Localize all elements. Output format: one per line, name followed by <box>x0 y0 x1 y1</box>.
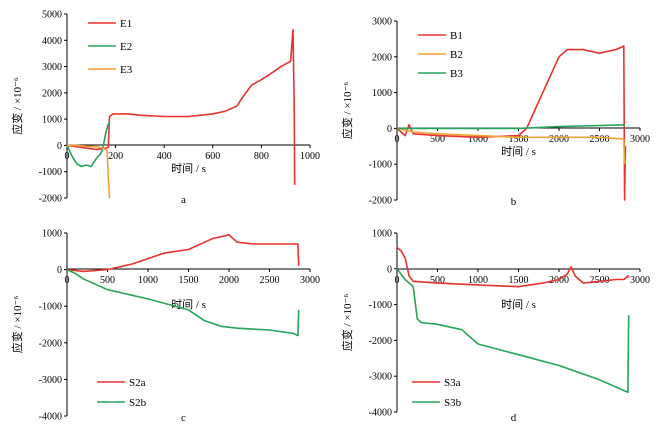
chart-a-x-tick-label: 1000 <box>300 151 320 162</box>
chart-d-legend-label-s3a: S3a <box>444 377 461 389</box>
chart-a-x-tick-label: 600 <box>205 151 220 162</box>
chart-d: -4000 -3000 -2000 -1000 0 1000 0 500 1000 1500 200… <box>340 229 650 425</box>
chart-b-y-axis-label: 应变 / ×10⁻⁶ <box>340 82 354 140</box>
chart-b-y-tick-label: 0 <box>387 124 392 135</box>
chart-b-x-tick-label: 1000 <box>468 134 488 145</box>
chart-b: -2000 -1000 0 1000 2000 3000 0 500 1000 1500 2000 2… <box>340 17 650 209</box>
chart-a-series-e3 <box>67 144 111 199</box>
chart-b-y-tick-label: -2000 <box>369 196 392 207</box>
chart-c-x-tick-label: 2500 <box>260 275 280 286</box>
chart-c-x-tick-label: 2000 <box>219 275 239 286</box>
chart-d-x-tick-label: 2000 <box>549 275 569 286</box>
chart-a-x-axis-label: 时间 / s <box>171 162 206 175</box>
chart-c-series-s2b <box>66 268 300 337</box>
chart-a-legend-label-e1: E1 <box>120 18 132 30</box>
chart-c-y-tick-label: -2000 <box>39 338 62 349</box>
chart-b-y-tick-label: 1000 <box>372 88 392 99</box>
chart-a-panel-label: a <box>181 194 186 206</box>
chart-c-y-tick-label: -4000 <box>39 412 62 423</box>
chart-d-x-tick-label: 1500 <box>509 275 529 286</box>
chart-c-y-tick-label: 0 <box>57 265 62 276</box>
chart-c-y-axis-label: 应变 / ×10⁻⁶ <box>10 296 24 354</box>
chart-c-legend-label-s2a: S2a <box>129 377 146 389</box>
chart-a-y-axis-label: 应变 / ×10⁻⁶ <box>10 77 24 135</box>
chart-d-series-s3a <box>396 246 630 288</box>
chart-b-y-tick-label: -1000 <box>369 160 392 171</box>
chart-d-legend-label-s3b: S3b <box>444 397 462 409</box>
chart-c-x-tick-label: 3000 <box>300 275 320 286</box>
chart-d-x-tick-label: 0 <box>395 275 400 286</box>
chart-d-x-axis-label: 时间 / s <box>501 298 536 311</box>
chart-a-y-tick-label: 4000 <box>42 36 62 47</box>
chart-b-series-b1 <box>396 45 627 201</box>
chart-a-series-e2 <box>66 121 111 168</box>
chart-b-x-tick-label: 2500 <box>590 134 610 145</box>
chart-d-y-tick-label: -4000 <box>369 408 392 419</box>
chart-d-panel-label: d <box>511 412 517 424</box>
chart-b-series-b3 <box>397 124 626 130</box>
chart-d-x-tick-label: 3000 <box>630 275 650 286</box>
chart-a-y-tick-label: 0 <box>57 141 62 152</box>
chart-b-x-tick-label: 2000 <box>549 134 569 145</box>
chart-a-x-tick-label: 0 <box>65 151 70 162</box>
chart-a-x-tick-label: 200 <box>108 151 123 162</box>
chart-b-panel-label: b <box>511 196 517 208</box>
chart-c-legend-label-s2b: S2b <box>129 397 147 409</box>
chart-c-x-axis-label: 时间 / s <box>171 298 206 311</box>
chart-a-y-tick-label: -2000 <box>39 194 62 205</box>
chart-c: -4000 -3000 -2000 -1000 0 1000 0 500 1000 1500 200… <box>10 229 320 425</box>
chart-b-legend-label-b3: B3 <box>450 68 463 80</box>
chart-a-y-tick-label: 3000 <box>42 62 62 73</box>
chart-d-y-tick-label: -2000 <box>369 336 392 347</box>
chart-c-x-tick-label: 500 <box>100 275 115 286</box>
chart-c-x-tick-label: 1500 <box>179 275 199 286</box>
chart-a-legend-label-e2: E2 <box>120 41 132 53</box>
chart-c-y-tick-label: -1000 <box>39 302 62 313</box>
chart-d-y-axis-label: 应变 / ×10⁻⁶ <box>340 294 354 352</box>
chart-b-series-b2 <box>396 127 626 165</box>
chart-b-legend-label-b2: B2 <box>450 49 463 61</box>
chart-a-y-tick-label: -1000 <box>39 167 62 178</box>
chart-c-y-tick-label: 1000 <box>42 229 62 240</box>
chart-d-series-s3b <box>396 268 630 394</box>
chart-b-y-tick-label: 3000 <box>372 17 392 28</box>
chart-a-x-tick-label: 800 <box>254 151 269 162</box>
chart-d-x-tick-label: 1000 <box>468 275 488 286</box>
chart-a-legend-label-e3: E3 <box>120 64 133 76</box>
chart-c-y-tick-label: -3000 <box>39 375 62 386</box>
chart-a-y-tick-label: 1000 <box>42 115 62 126</box>
chart-d-x-tick-label: 500 <box>430 275 445 286</box>
chart-c-x-tick-label: 0 <box>65 275 70 286</box>
chart-a-series-e1 <box>66 28 296 185</box>
chart-d-y-tick-label: 0 <box>387 264 392 275</box>
chart-c-x-tick-label: 1000 <box>138 275 158 286</box>
chart-c-panel-label: c <box>181 412 186 424</box>
chart-a-y-tick-label: 2000 <box>42 88 62 99</box>
chart-c-series-s2a <box>66 234 300 273</box>
chart-a-y-tick-label: 5000 <box>42 10 62 21</box>
chart-d-y-tick-label: -3000 <box>369 372 392 383</box>
chart-a-x-tick-label: 400 <box>157 151 172 162</box>
chart-d-y-tick-label: -1000 <box>369 300 392 311</box>
chart-b-x-tick-label: 0 <box>395 134 400 145</box>
chart-b-y-tick-label: 2000 <box>372 52 392 63</box>
chart-b-x-axis-label: 时间 / s <box>501 145 536 158</box>
chart-b-x-tick-label: 500 <box>430 134 445 145</box>
chart-b-x-tick-label: 3000 <box>630 134 650 145</box>
chart-b-legend-label-b1: B1 <box>450 30 463 42</box>
chart-d-y-tick-label: 1000 <box>372 229 392 240</box>
chart-b-x-tick-label: 1500 <box>509 134 529 145</box>
